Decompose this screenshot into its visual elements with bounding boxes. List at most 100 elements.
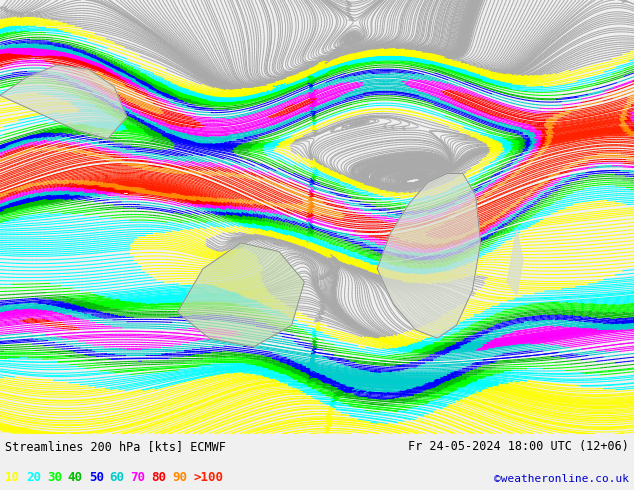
FancyArrowPatch shape <box>16 427 21 431</box>
Text: 30: 30 <box>47 471 62 484</box>
FancyArrowPatch shape <box>26 13 30 17</box>
FancyArrowPatch shape <box>318 317 323 320</box>
FancyArrowPatch shape <box>325 426 328 430</box>
FancyArrowPatch shape <box>278 85 282 89</box>
FancyArrowPatch shape <box>296 80 301 83</box>
FancyArrowPatch shape <box>321 306 325 310</box>
FancyArrowPatch shape <box>314 247 318 250</box>
FancyArrowPatch shape <box>313 343 317 346</box>
FancyArrowPatch shape <box>333 268 337 272</box>
FancyArrowPatch shape <box>619 432 623 436</box>
FancyArrowPatch shape <box>305 243 309 246</box>
FancyArrowPatch shape <box>332 267 335 271</box>
FancyArrowPatch shape <box>313 372 316 376</box>
FancyArrowPatch shape <box>318 248 322 252</box>
FancyArrowPatch shape <box>311 75 315 79</box>
FancyArrowPatch shape <box>306 242 310 245</box>
FancyArrowPatch shape <box>307 239 311 242</box>
FancyArrowPatch shape <box>312 373 316 377</box>
FancyArrowPatch shape <box>312 246 316 249</box>
FancyArrowPatch shape <box>12 11 16 15</box>
FancyArrowPatch shape <box>310 75 314 79</box>
FancyArrowPatch shape <box>320 304 325 308</box>
FancyArrowPatch shape <box>309 231 313 235</box>
FancyArrowPatch shape <box>332 53 336 57</box>
FancyArrowPatch shape <box>307 242 311 245</box>
FancyArrowPatch shape <box>307 244 311 247</box>
FancyArrowPatch shape <box>310 105 314 109</box>
FancyArrowPatch shape <box>360 176 365 180</box>
FancyArrowPatch shape <box>327 424 332 428</box>
FancyArrowPatch shape <box>290 82 295 86</box>
FancyArrowPatch shape <box>320 63 324 67</box>
FancyArrowPatch shape <box>334 392 338 396</box>
FancyArrowPatch shape <box>398 186 401 190</box>
FancyArrowPatch shape <box>310 70 314 74</box>
FancyArrowPatch shape <box>313 369 317 373</box>
FancyArrowPatch shape <box>310 203 314 207</box>
FancyArrowPatch shape <box>317 72 321 76</box>
FancyArrowPatch shape <box>306 240 311 243</box>
FancyArrowPatch shape <box>311 368 315 372</box>
FancyArrowPatch shape <box>277 85 281 89</box>
FancyArrowPatch shape <box>4 10 9 14</box>
FancyArrowPatch shape <box>347 9 351 13</box>
FancyArrowPatch shape <box>311 375 315 379</box>
FancyArrowPatch shape <box>305 243 309 246</box>
FancyArrowPatch shape <box>409 185 413 189</box>
FancyArrowPatch shape <box>311 352 315 356</box>
FancyArrowPatch shape <box>320 310 324 314</box>
FancyArrowPatch shape <box>311 367 314 370</box>
FancyArrowPatch shape <box>327 254 332 257</box>
FancyArrowPatch shape <box>306 243 310 246</box>
FancyArrowPatch shape <box>309 76 313 80</box>
FancyArrowPatch shape <box>335 50 339 54</box>
FancyArrowPatch shape <box>314 247 319 251</box>
FancyArrowPatch shape <box>336 264 340 268</box>
FancyArrowPatch shape <box>298 76 302 79</box>
Text: Streamlines 200 hPa [kts] ECMWF: Streamlines 200 hPa [kts] ECMWF <box>5 441 226 453</box>
FancyArrowPatch shape <box>328 415 332 418</box>
FancyArrowPatch shape <box>622 0 626 2</box>
FancyArrowPatch shape <box>302 74 307 77</box>
FancyArrowPatch shape <box>308 230 313 233</box>
FancyArrowPatch shape <box>309 75 313 78</box>
FancyArrowPatch shape <box>307 71 312 75</box>
FancyArrowPatch shape <box>325 273 328 277</box>
FancyArrowPatch shape <box>333 260 338 264</box>
FancyArrowPatch shape <box>310 360 314 364</box>
FancyArrowPatch shape <box>308 197 313 201</box>
FancyArrowPatch shape <box>309 88 313 91</box>
FancyArrowPatch shape <box>309 97 314 100</box>
FancyArrowPatch shape <box>298 79 302 83</box>
FancyArrowPatch shape <box>9 428 13 432</box>
FancyArrowPatch shape <box>295 77 300 80</box>
FancyArrowPatch shape <box>336 49 340 53</box>
FancyArrowPatch shape <box>311 177 316 181</box>
FancyArrowPatch shape <box>309 226 313 229</box>
FancyArrowPatch shape <box>322 251 327 254</box>
FancyArrowPatch shape <box>309 77 313 80</box>
FancyArrowPatch shape <box>310 364 314 368</box>
FancyArrowPatch shape <box>311 115 316 119</box>
FancyArrowPatch shape <box>5 428 10 431</box>
FancyArrowPatch shape <box>311 174 316 178</box>
FancyArrowPatch shape <box>378 184 383 188</box>
FancyArrowPatch shape <box>309 242 313 245</box>
FancyArrowPatch shape <box>311 98 316 101</box>
FancyArrowPatch shape <box>408 185 412 189</box>
FancyArrowPatch shape <box>20 427 25 431</box>
FancyArrowPatch shape <box>383 124 387 128</box>
FancyArrowPatch shape <box>316 289 320 294</box>
FancyArrowPatch shape <box>328 407 333 411</box>
FancyArrowPatch shape <box>314 166 318 170</box>
FancyArrowPatch shape <box>314 172 318 175</box>
FancyArrowPatch shape <box>317 314 321 318</box>
FancyArrowPatch shape <box>365 160 370 164</box>
FancyArrowPatch shape <box>309 78 313 82</box>
FancyArrowPatch shape <box>311 94 316 98</box>
FancyArrowPatch shape <box>311 113 316 117</box>
FancyArrowPatch shape <box>308 85 313 89</box>
FancyArrowPatch shape <box>316 288 320 293</box>
FancyArrowPatch shape <box>349 17 354 20</box>
